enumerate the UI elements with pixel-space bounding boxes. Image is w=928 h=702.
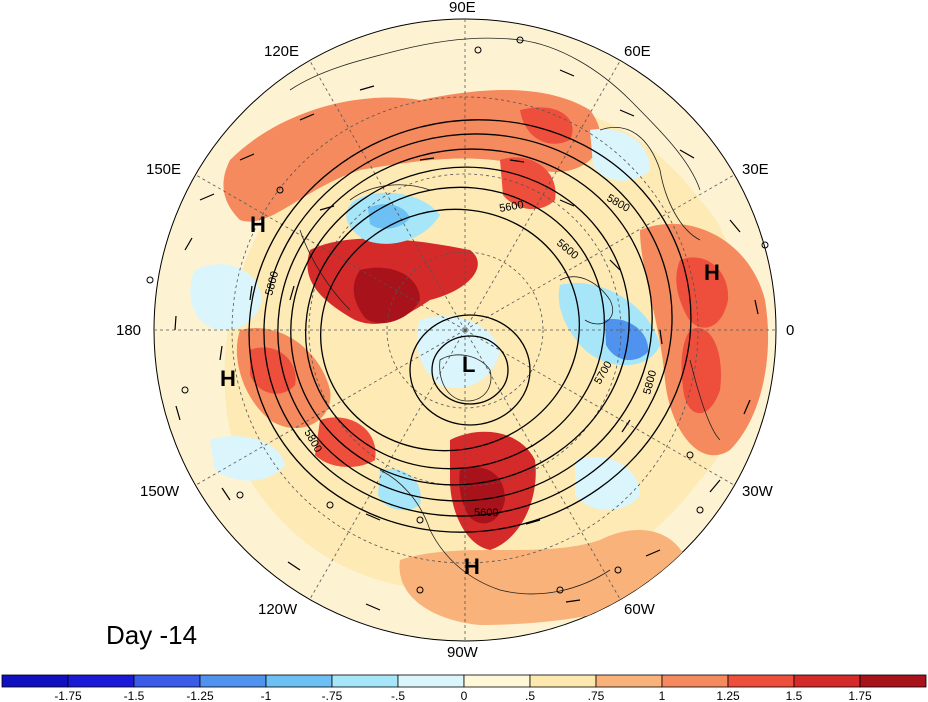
calm-markers xyxy=(146,36,769,594)
colorbar-box xyxy=(793,674,861,688)
lon-label-90w: 90W xyxy=(447,644,479,661)
colorbar-tick-label: -1.75 xyxy=(54,689,82,702)
colorbar-tick-label: 1.25 xyxy=(716,689,740,702)
colorbar-box xyxy=(727,674,795,688)
height-contours xyxy=(248,119,692,533)
high-center-marker: H xyxy=(220,366,236,391)
colorbar-tick-label: -1.25 xyxy=(186,689,214,702)
lon-label-60w: 60W xyxy=(624,601,656,618)
colorbar-tick-label: -.5 xyxy=(391,689,405,702)
colorbar-tick-label: -1.5 xyxy=(124,689,145,702)
colorbar-box xyxy=(661,674,729,688)
colorbar-box xyxy=(463,674,531,688)
day-label: Day -14 xyxy=(106,620,198,650)
high-center-marker: H xyxy=(250,212,266,237)
coastlines xyxy=(289,37,721,595)
colorbar-tick-label: 1 xyxy=(659,689,666,702)
lon-label-90e: 90E xyxy=(449,0,476,16)
lon-label-150e: 150E xyxy=(146,161,181,178)
lon-label-30e: 30E xyxy=(742,161,769,178)
colorbar-box xyxy=(529,674,597,688)
lon-label-180: 180 xyxy=(116,322,141,339)
colorbar-tick-label: -.75 xyxy=(322,689,343,702)
lon-label-120e: 120E xyxy=(264,43,299,60)
colorbar-tick-label: .5 xyxy=(525,689,535,702)
colorbar: -1.75 -1.5 -1.25 -1 -.75 -.5 0 .5 .75 1 1.25 1.5 1.7… xyxy=(1,674,927,702)
polar-map: 5800 5600 5600 5800 5700 5800 5800 5600 … xyxy=(116,0,794,661)
longitude-labels: 90E 60E 30E 0 30W 60W 90W 120W 150W 180 … xyxy=(116,0,794,661)
colorbar-box xyxy=(199,674,267,688)
lon-label-0: 0 xyxy=(786,322,794,339)
colorbar-tick-label: 1.75 xyxy=(848,689,872,702)
lon-label-120w: 120W xyxy=(258,601,298,618)
colorbar-box xyxy=(397,674,465,688)
pressure-centers: H H H H L xyxy=(220,212,720,579)
colorbar-tick-label: 1.5 xyxy=(786,689,803,702)
contour-label: 5600 xyxy=(498,199,524,215)
colorbar-tick-labels: -1.75 -1.5 -1.25 -1 -.75 -.5 0 .5 .75 1 1.25 1.5 1.7… xyxy=(54,689,872,702)
colorbar-box xyxy=(595,674,663,688)
lon-label-60e: 60E xyxy=(624,43,651,60)
lon-label-30w: 30W xyxy=(742,483,774,500)
colorbar-box xyxy=(859,674,927,688)
wind-barbs xyxy=(174,69,759,611)
colorbar-boxes xyxy=(1,674,927,688)
colorbar-tick-label: -1 xyxy=(261,689,272,702)
anomaly-shading xyxy=(190,90,769,625)
colorbar-box xyxy=(1,674,69,688)
graticule xyxy=(154,19,776,641)
colorbar-tick-label: 0 xyxy=(461,689,468,702)
low-center-marker: L xyxy=(462,352,475,377)
colorbar-box xyxy=(133,674,201,688)
high-center-marker: H xyxy=(704,260,720,285)
lon-label-150w: 150W xyxy=(140,483,180,500)
colorbar-box xyxy=(67,674,135,688)
contour-label: 5600 xyxy=(474,507,498,519)
colorbar-box xyxy=(265,674,333,688)
colorbar-tick-label: .75 xyxy=(588,689,605,702)
high-center-marker: H xyxy=(464,554,480,579)
colorbar-box xyxy=(331,674,399,688)
